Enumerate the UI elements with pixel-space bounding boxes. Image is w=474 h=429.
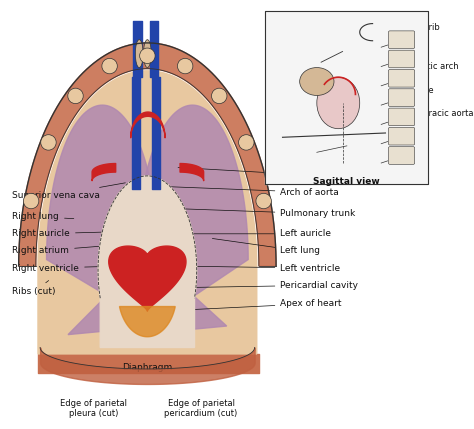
- Circle shape: [177, 58, 193, 74]
- Circle shape: [256, 193, 272, 209]
- FancyBboxPatch shape: [389, 69, 415, 87]
- Circle shape: [41, 135, 56, 150]
- Text: Right auricle: Right auricle: [12, 230, 117, 238]
- Text: Superior vena cava: Superior vena cava: [12, 183, 125, 199]
- Polygon shape: [38, 71, 257, 354]
- Text: 1st rib: 1st rib: [391, 24, 440, 32]
- FancyBboxPatch shape: [389, 89, 415, 106]
- Text: Pericardial cavity: Pericardial cavity: [195, 281, 358, 290]
- Ellipse shape: [317, 77, 360, 129]
- Circle shape: [211, 88, 227, 104]
- Circle shape: [23, 193, 39, 209]
- Ellipse shape: [136, 40, 143, 67]
- Text: Arch of aorta: Arch of aorta: [170, 187, 339, 196]
- Circle shape: [140, 48, 155, 63]
- Text: Ribs (cut): Ribs (cut): [12, 281, 56, 296]
- Text: Diaphragm: Diaphragm: [267, 132, 314, 141]
- Text: Right lung: Right lung: [12, 212, 74, 221]
- Polygon shape: [98, 176, 197, 347]
- Text: Left ventricle: Left ventricle: [178, 264, 340, 272]
- FancyBboxPatch shape: [389, 31, 415, 48]
- Text: Apex of heart: Apex of heart: [165, 299, 342, 311]
- Circle shape: [102, 58, 118, 74]
- Text: Pulmonary trunk: Pulmonary trunk: [163, 208, 356, 218]
- Polygon shape: [46, 105, 158, 335]
- Circle shape: [68, 88, 83, 104]
- Text: Diaphragm: Diaphragm: [122, 363, 173, 372]
- Polygon shape: [265, 11, 428, 184]
- Text: Thoracic aorta: Thoracic aorta: [391, 109, 474, 120]
- Text: Sagittal view: Sagittal view: [313, 177, 380, 185]
- Polygon shape: [109, 246, 186, 311]
- Ellipse shape: [144, 40, 151, 67]
- Text: Inferior vena cava: Inferior vena cava: [267, 146, 344, 154]
- Ellipse shape: [300, 67, 334, 95]
- Polygon shape: [18, 43, 276, 266]
- FancyBboxPatch shape: [389, 127, 415, 145]
- Polygon shape: [137, 105, 248, 335]
- Text: Trachea: Trachea: [267, 56, 319, 66]
- FancyBboxPatch shape: [389, 147, 415, 164]
- Text: Left lung: Left lung: [212, 239, 320, 255]
- Text: Base: Base: [384, 86, 434, 96]
- FancyBboxPatch shape: [389, 108, 415, 126]
- Polygon shape: [119, 307, 175, 337]
- Text: Edge of parietal
pericardium (cut): Edge of parietal pericardium (cut): [164, 399, 237, 418]
- Text: Edge of parietal
pleura (cut): Edge of parietal pleura (cut): [60, 399, 127, 418]
- Text: Right ventricle: Right ventricle: [12, 264, 121, 272]
- Text: Mediastinum: Mediastinum: [178, 167, 339, 179]
- Text: Esophagus: Esophagus: [267, 159, 323, 168]
- Circle shape: [238, 135, 254, 150]
- Text: Aortic arch: Aortic arch: [358, 62, 459, 77]
- Text: Right atrium: Right atrium: [12, 245, 119, 255]
- Text: Thymus: Thymus: [267, 75, 304, 84]
- FancyBboxPatch shape: [389, 50, 415, 68]
- Text: Left auricle: Left auricle: [172, 230, 331, 238]
